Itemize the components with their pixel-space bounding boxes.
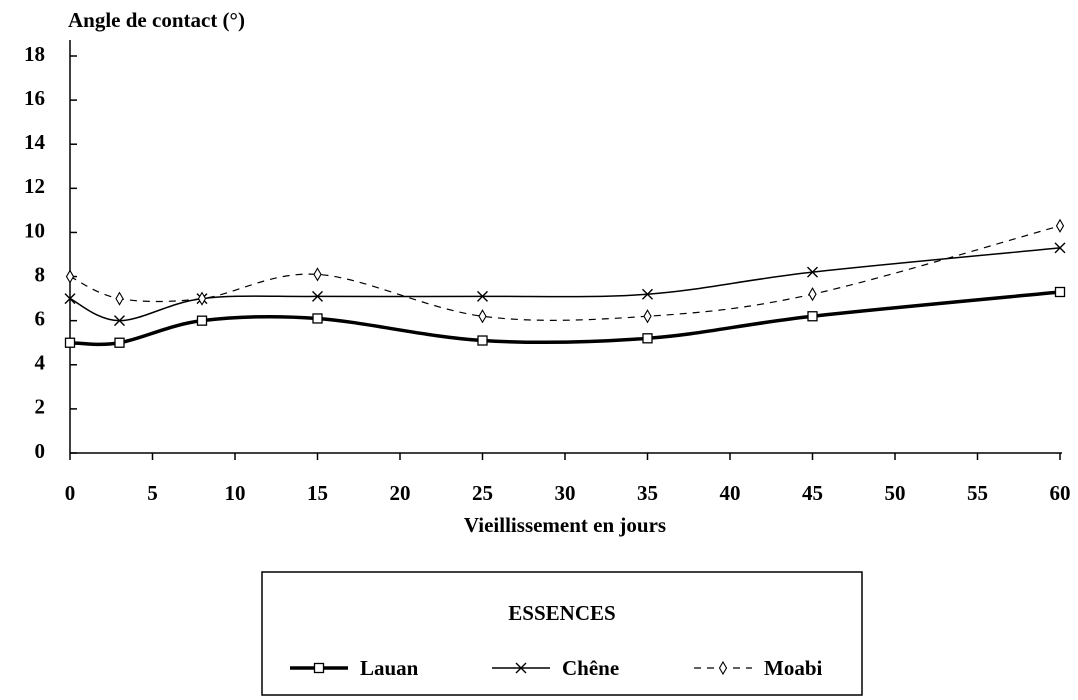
marker: [807, 311, 818, 322]
y-tick-label: 2: [35, 395, 46, 419]
y-tick-label: 0: [35, 439, 46, 463]
x-tick-label: 45: [802, 481, 823, 505]
legend-box: [261, 571, 863, 696]
marker: [64, 337, 76, 348]
marker: [808, 287, 817, 302]
marker: [477, 335, 488, 346]
y-tick-label: 8: [35, 262, 46, 286]
x-tick-label: 55: [967, 481, 988, 505]
marker: [1054, 242, 1066, 254]
legend-marker: [718, 660, 728, 676]
marker: [477, 290, 488, 302]
marker: [807, 266, 818, 278]
series-line: [69, 225, 1061, 321]
legend-label: Chêne: [562, 656, 619, 680]
y-tick-label: 12: [24, 174, 45, 198]
legend-label: Moabi: [764, 656, 823, 680]
marker: [478, 309, 487, 324]
marker: [313, 267, 322, 282]
marker: [196, 315, 208, 326]
legend-label: Lauan: [360, 656, 419, 680]
x-tick-label: 10: [225, 481, 246, 505]
legend-marker: [515, 662, 527, 674]
y-tick-label: 4: [35, 351, 46, 375]
x-axis-label: Vieillissement en jours: [464, 513, 666, 537]
y-axis-label: Angle de contact (°): [68, 8, 245, 32]
marker: [65, 269, 75, 284]
series-line: [69, 290, 1061, 347]
x-tick-label: 0: [65, 481, 76, 505]
marker: [114, 315, 125, 327]
x-tick-label: 40: [720, 481, 741, 505]
y-tick-label: 18: [24, 42, 45, 66]
y-tick-label: 14: [24, 130, 46, 154]
x-tick-label: 35: [637, 481, 658, 505]
x-tick-label: 30: [555, 481, 576, 505]
marker: [1054, 286, 1066, 298]
marker: [115, 291, 124, 306]
marker: [197, 291, 207, 306]
x-tick-label: 20: [390, 481, 411, 505]
y-tick-label: 16: [24, 86, 45, 110]
legend-title: ESSENCES: [508, 601, 615, 625]
marker: [642, 333, 653, 344]
marker: [642, 288, 653, 300]
x-tick-label: 60: [1050, 481, 1071, 505]
marker: [64, 293, 76, 305]
marker: [312, 313, 323, 324]
x-tick-label: 50: [885, 481, 906, 505]
marker: [1055, 218, 1065, 233]
x-tick-label: 15: [307, 481, 328, 505]
x-tick-label: 25: [472, 481, 493, 505]
marker: [643, 309, 652, 324]
y-tick-label: 6: [35, 306, 46, 330]
marker: [312, 290, 323, 302]
marker: [114, 337, 125, 348]
legend-marker: [313, 662, 325, 674]
y-tick-label: 10: [24, 218, 45, 242]
series-line: [69, 247, 1061, 322]
x-tick-label: 5: [147, 481, 158, 505]
